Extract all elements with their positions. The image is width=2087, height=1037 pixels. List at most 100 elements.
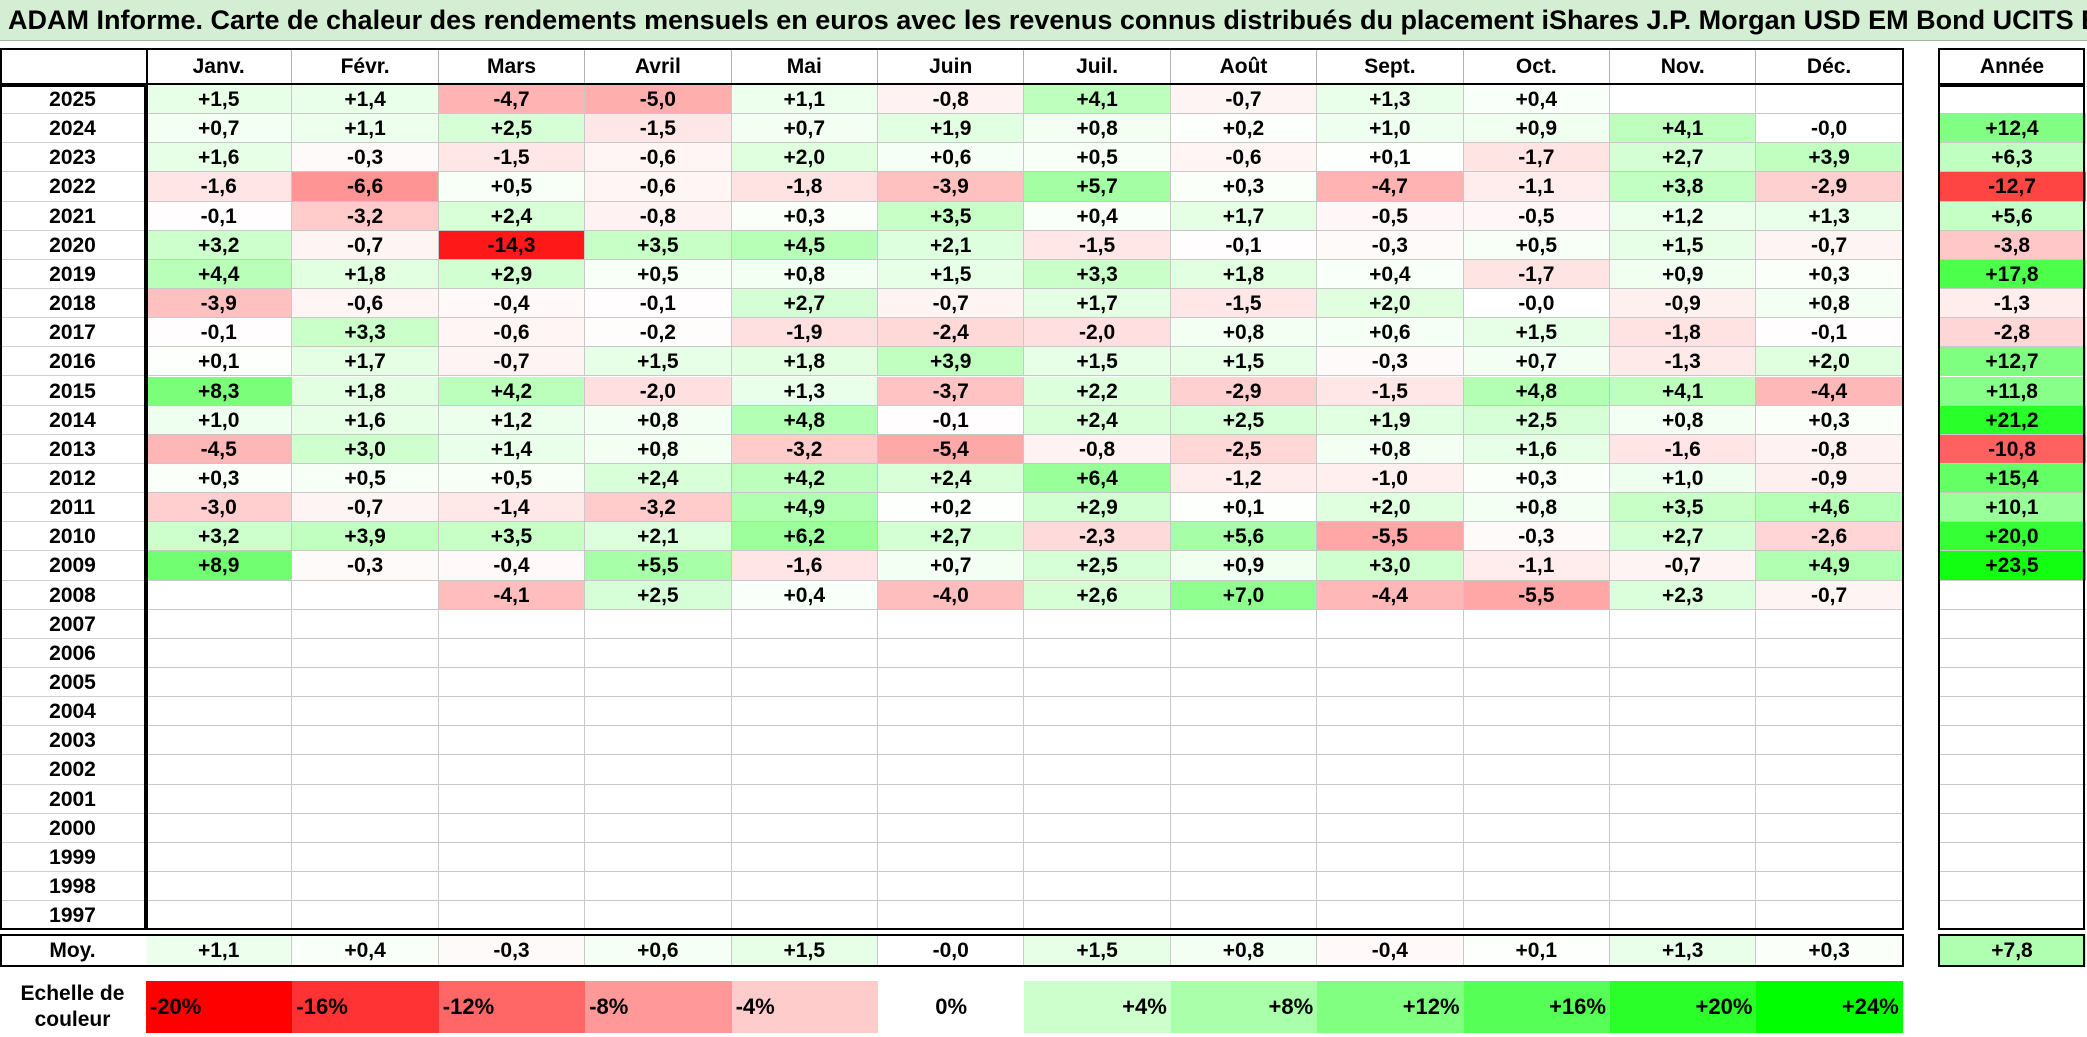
heatmap-cell [731,668,878,698]
heatmap-cell: +3,9 [292,522,439,552]
heatmap-cell: -0,6 [292,289,439,319]
heatmap-cell [1756,784,1903,814]
year-label: 2017 [0,318,145,348]
heatmap-cell: +3,8 [1610,172,1757,202]
average-cell: +1,5 [1024,934,1171,967]
average-cell: +1,3 [1610,934,1757,967]
average-cell: +0,6 [585,934,732,967]
annual-cell [1938,580,2086,610]
heatmap-cell [1317,901,1464,931]
heatmap-cell: +0,1 [1317,143,1464,173]
annual-cell [1938,638,2086,668]
color-scale-swatch: +24% [1756,981,1903,1033]
heatmap-cell: +1,7 [1170,201,1318,231]
heatmap-cell [1756,85,1903,115]
annual-cell: +17,8 [1938,259,2086,290]
annual-cell: -10,8 [1938,434,2086,464]
heatmap-cell [1170,668,1318,698]
heatmap-cell [146,697,293,727]
heatmap-cell: +4,4 [146,259,293,290]
year-label: 2005 [0,668,145,698]
year-label: 2013 [0,434,145,464]
average-label: Moy. [0,934,145,967]
heatmap-cell: +0,1 [1170,493,1318,523]
heatmap-cell [1610,697,1757,727]
heatmap-cell [585,726,732,756]
heatmap-cell: +3,0 [292,434,439,464]
heatmap-cell [585,784,732,814]
heatmap-cell: +1,3 [731,376,878,406]
heatmap-cell: +0,3 [1463,463,1610,494]
heatmap-cell: -3,0 [146,493,293,523]
heatmap-cell: -1,7 [1463,259,1610,290]
year-label: 1998 [0,872,145,902]
month-header: Nov. [1610,48,1757,85]
heatmap-cell: +1,5 [146,85,293,115]
year-label: 2015 [0,376,145,406]
heatmap-cell: +4,5 [731,230,878,260]
heatmap-cell [438,609,586,639]
heatmap-cell: +3,2 [146,230,293,260]
heatmap-cell: -0,9 [1610,289,1757,319]
heatmap-cell: +2,7 [878,522,1025,552]
heatmap-cell [1024,726,1171,756]
heatmap-cell: +1,8 [292,376,439,406]
heatmap-cell [1317,755,1464,785]
heatmap-cell: +0,7 [731,114,878,144]
heatmap-cell: -5,0 [585,85,732,115]
heatmap-cell [731,813,878,843]
heatmap-cell [146,638,293,668]
heatmap-cell: +0,5 [292,463,439,494]
heatmap-cell: +0,5 [1463,230,1610,260]
color-scale-swatch: -4% [731,981,878,1033]
heatmap-cell: -0,6 [438,318,586,348]
heatmap-cell: +1,6 [146,143,293,173]
heatmap-cell: -2,9 [1170,376,1318,406]
heatmap-cell: +0,4 [1024,201,1171,231]
heatmap-cell: +3,5 [878,201,1025,231]
heatmap-cell: -1,1 [1463,172,1610,202]
heatmap-cell: -0,7 [1170,85,1318,115]
heatmap-cell: +2,2 [1024,376,1171,406]
heatmap-cell: +3,9 [1756,143,1903,173]
heatmap-cell: +0,7 [1463,347,1610,377]
year-label: 2000 [0,813,145,843]
heatmap-cell: -1,3 [1610,347,1757,377]
heatmap-cell: -3,7 [878,376,1025,406]
heatmap-cell: -0,7 [438,347,586,377]
heatmap-cell: +4,2 [731,463,878,494]
heatmap-cell [292,638,439,668]
heatmap-cell: +2,5 [1170,405,1318,435]
heatmap-cell [1610,755,1757,785]
heatmap-cell: +0,8 [1024,114,1171,144]
heatmap-cell: -1,6 [1610,434,1757,464]
heatmap-cell [1024,813,1171,843]
heatmap-cell: +0,5 [585,259,732,290]
heatmap-cell: +1,6 [292,405,439,435]
heatmap-cell: +3,9 [878,347,1025,377]
average-cell: +0,1 [1463,934,1610,967]
heatmap-cell [731,901,878,931]
heatmap-cell: +0,8 [1170,318,1318,348]
heatmap-cell: -1,4 [438,493,586,523]
heatmap-cell: -0,3 [292,143,439,173]
heatmap-cell: +0,5 [1024,143,1171,173]
heatmap-cell: +0,2 [1170,114,1318,144]
heatmap-cell: +1,6 [1463,434,1610,464]
heatmap-cell: -4,7 [438,85,586,115]
heatmap-cell [146,755,293,785]
heatmap-cell: -0,7 [292,493,439,523]
color-scale-swatch: +12% [1317,981,1464,1033]
average-annual-cell: +7,8 [1938,934,2086,967]
average-cell: -0,0 [878,934,1025,967]
month-header: Déc. [1756,48,1903,85]
year-label: 2022 [0,172,145,202]
heatmap-cell [1024,901,1171,931]
heatmap-cell: +1,0 [1610,463,1757,494]
annual-cell: +20,0 [1938,522,2086,552]
heatmap-cell [1610,638,1757,668]
heatmap-cell: +0,3 [1756,259,1903,290]
heatmap-cell [292,580,439,610]
heatmap-cell [292,813,439,843]
heatmap-cell: -0,8 [1024,434,1171,464]
